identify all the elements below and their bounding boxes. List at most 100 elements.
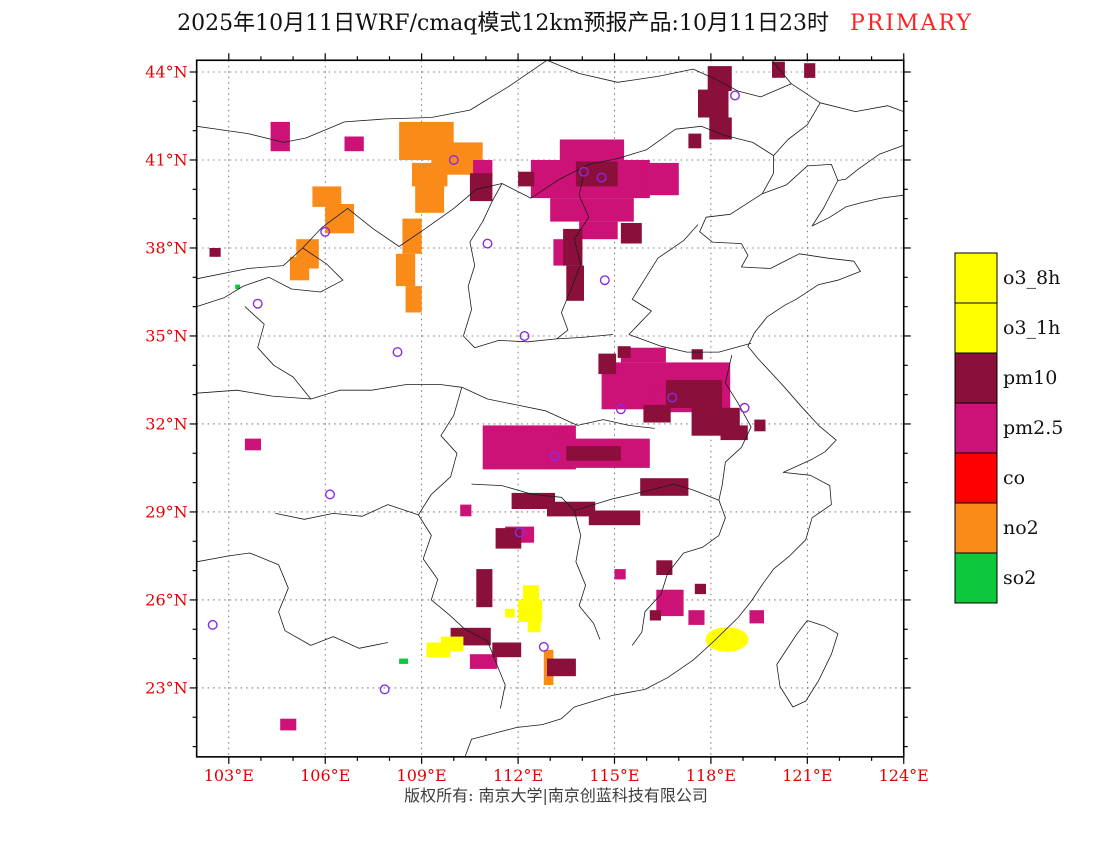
- patch-pm10: [640, 478, 689, 496]
- boundary-line: [196, 383, 462, 400]
- title-main: 2025年10月11日WRF/cmaq模式12km预报产品:10月11日23时: [177, 11, 829, 36]
- boundary-line: [771, 60, 904, 112]
- station-marker: [578, 166, 589, 177]
- patch-pm10: [575, 161, 618, 187]
- boundary-line: [461, 386, 655, 429]
- lon-tick-label: 121°E: [782, 766, 832, 785]
- station-marker: [482, 238, 493, 249]
- boundary-line: [776, 620, 839, 708]
- lon-tick-label: 112°E: [493, 766, 543, 785]
- patch-pm10: [598, 353, 617, 375]
- boundary-line: [546, 59, 792, 98]
- legend-swatch-o3_8h: [954, 252, 998, 304]
- patch-pm2.5: [460, 504, 472, 517]
- title-primary-tag: PRIMARY: [850, 11, 973, 36]
- patch-o3_8h: [527, 619, 541, 633]
- station-marker: [392, 347, 403, 358]
- boundary-line: [417, 387, 506, 709]
- map-title: 2025年10月11日WRF/cmaq模式12km预报产品:10月11日23时 …: [177, 11, 973, 36]
- station-marker: [615, 404, 626, 415]
- station-marker: [448, 154, 459, 165]
- pollution-patches: [209, 61, 816, 731]
- boundary-line: [628, 224, 752, 353]
- boundary-line: [244, 306, 312, 400]
- patch-o3_8h: [440, 636, 464, 652]
- patch-pm2.5: [579, 221, 618, 240]
- patch-no2: [289, 256, 310, 281]
- patch-pm10: [476, 569, 493, 608]
- lat-tick-label: 23°N: [145, 678, 187, 697]
- patch-pm10: [495, 528, 522, 549]
- boundary-line: [471, 483, 720, 511]
- patch-pm2.5: [244, 438, 261, 451]
- patch-pm10: [209, 248, 221, 257]
- boundary-line: [196, 552, 388, 649]
- legend-swatch-o3_1h: [954, 302, 998, 354]
- legend: o3_8h o3_1h pm10 pm2.5 co no2 so2: [954, 252, 1063, 604]
- patch-pm10: [707, 66, 732, 91]
- patch-pm2.5: [344, 136, 364, 152]
- boundary-line: [588, 125, 774, 165]
- station-marker: [538, 641, 549, 652]
- patch-pm10: [804, 63, 816, 78]
- boundary-line: [556, 173, 590, 340]
- lon-tick-label: 124°E: [879, 766, 929, 785]
- patch-pm2.5: [749, 610, 764, 624]
- legend-label: pm2.5: [1003, 417, 1063, 439]
- station-marker: [739, 402, 750, 413]
- boundary-line: [196, 59, 548, 143]
- patch-pm10: [563, 228, 583, 266]
- patch-so2: [235, 284, 240, 289]
- station-marker: [252, 298, 263, 309]
- boundary-line: [761, 102, 821, 194]
- patch-pm10: [656, 560, 673, 575]
- station-marker: [596, 172, 607, 183]
- patch-no2: [415, 177, 445, 213]
- lat-tick-label: 41°N: [145, 150, 187, 169]
- patch-pm10: [588, 510, 641, 526]
- patch-pm10: [620, 223, 642, 244]
- lat-tick-label: 29°N: [145, 502, 187, 521]
- patch-pm10: [709, 117, 732, 140]
- boundary-line: [464, 163, 904, 758]
- patch-pm2.5: [620, 347, 666, 363]
- axis-ticks: [189, 53, 911, 764]
- patch-pm10: [754, 419, 766, 432]
- patch-so2: [399, 658, 409, 664]
- patch-pm2.5: [280, 718, 297, 731]
- station-marker: [550, 451, 561, 462]
- patch-pm10: [772, 61, 785, 78]
- lat-tick-label: 38°N: [145, 238, 187, 257]
- axis-labels: 103°E 106°E 109°E 112°E 115°E 118°E 121°E 124°E…: [145, 63, 929, 785]
- patch-o3_8h: [705, 627, 749, 652]
- patch-pm2.5: [688, 610, 705, 625]
- lon-tick-label: 106°E: [300, 766, 350, 785]
- patch-no2: [405, 286, 422, 313]
- lat-tick-label: 26°N: [145, 590, 187, 609]
- lon-tick-label: 103°E: [204, 766, 254, 785]
- legend-swatch-no2: [954, 502, 998, 554]
- station-marker: [599, 275, 610, 286]
- boundary-line: [631, 535, 720, 646]
- patch-no2: [325, 204, 355, 234]
- patch-pm10: [566, 265, 584, 301]
- patch-pm10: [492, 642, 522, 658]
- lat-tick-label: 32°N: [145, 414, 187, 433]
- legend-label: o3_8h: [1003, 267, 1060, 289]
- station-marker: [519, 331, 530, 342]
- lat-tick-label: 35°N: [145, 326, 187, 345]
- legend-label: o3_1h: [1003, 317, 1060, 339]
- boundary-line: [462, 183, 613, 349]
- boundary-line: [573, 510, 601, 640]
- legend-swatch-co: [954, 452, 998, 504]
- boundary-line: [275, 504, 419, 520]
- lon-tick-label: 109°E: [397, 766, 447, 785]
- patch-pm2.5: [469, 654, 498, 669]
- legend-label: pm10: [1003, 367, 1057, 389]
- patch-pm10: [720, 425, 748, 441]
- copyright-text: 版权所有: 南京大学|南京创蓝科技有限公司: [404, 786, 708, 805]
- patch-pm10: [547, 501, 596, 517]
- boundary-line: [196, 247, 344, 307]
- boundary-line: [718, 354, 752, 536]
